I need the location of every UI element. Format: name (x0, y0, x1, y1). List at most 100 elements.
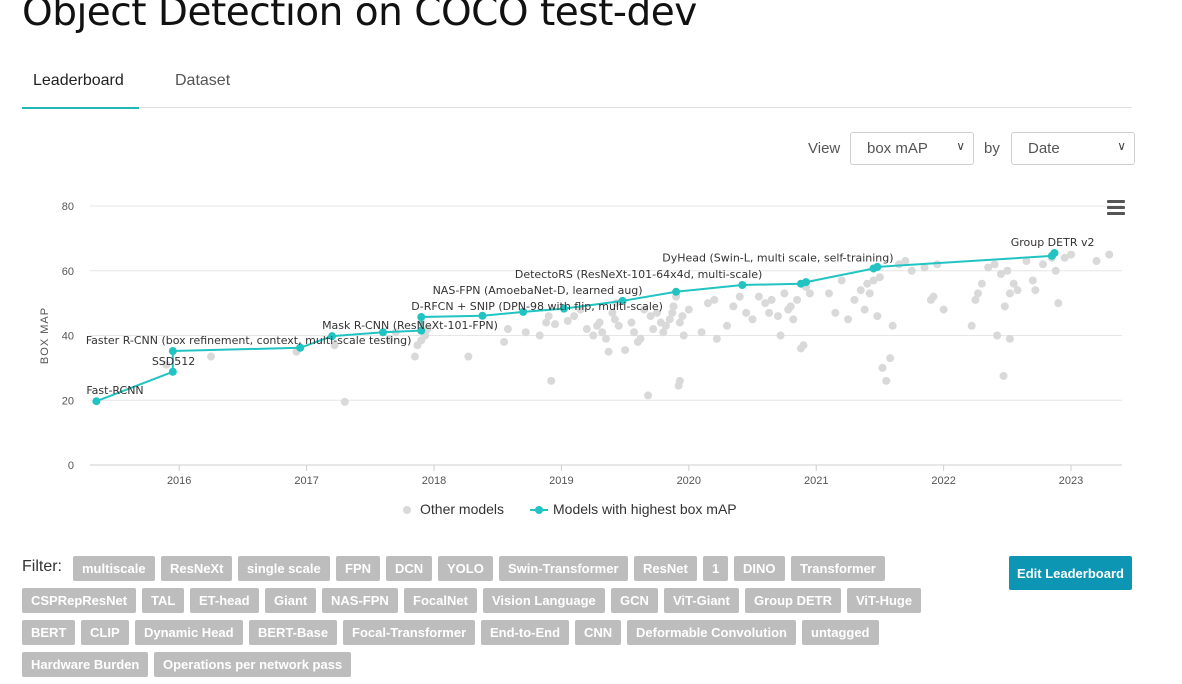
other-model-point (668, 308, 677, 317)
filter-tag[interactable]: ResNeXt (161, 556, 233, 581)
other-model-point (621, 346, 630, 355)
other-model-point (1039, 260, 1048, 269)
best-model-point (92, 397, 101, 406)
other-model-point (837, 276, 846, 285)
other-model-point (805, 289, 814, 298)
filter-tag[interactable]: Focal-Transformer (343, 620, 476, 645)
filter-tag[interactable]: ViT-Giant (664, 588, 739, 613)
filter-tag[interactable]: DCN (386, 556, 433, 581)
x-tick-label: 2016 (167, 475, 191, 487)
best-model-point (559, 304, 568, 313)
y-tick-label: 40 (62, 331, 74, 343)
other-model-point (659, 328, 668, 337)
other-model-point (614, 321, 623, 330)
best-model-point (738, 280, 747, 289)
tab-leaderboard[interactable]: Leaderboard (33, 72, 124, 89)
other-model-point (886, 354, 895, 363)
x-tick-label: 2020 (677, 475, 701, 487)
other-model-point (627, 318, 636, 327)
other-model-point (521, 328, 530, 337)
filter-tag[interactable]: Deformable Convolution (627, 620, 796, 645)
other-model-point (1005, 334, 1014, 343)
other-model-point (863, 279, 872, 288)
filter-tag[interactable]: multiscale (73, 556, 155, 581)
filter-tag[interactable]: ViT-Huge (847, 588, 922, 613)
filter-tag[interactable]: DINO (734, 556, 785, 581)
other-model-point (1067, 250, 1076, 259)
filter-tag[interactable]: Vision Language (483, 588, 605, 613)
other-model-point (1051, 266, 1060, 275)
point-annotation: Group DETR v2 (1011, 236, 1095, 249)
filter-tag[interactable]: Giant (265, 588, 317, 613)
other-model-point (875, 273, 884, 282)
other-model-point (774, 312, 782, 321)
filter-tag[interactable]: 1 (703, 556, 729, 581)
filter-tag[interactable]: YOLO (438, 556, 493, 581)
x-tick-label: 2017 (294, 475, 318, 487)
filter-tag[interactable]: FocalNet (404, 588, 477, 613)
other-model-point (990, 260, 999, 269)
other-model-point (869, 276, 878, 285)
best-model-point (873, 262, 882, 271)
filter-tag[interactable]: Dynamic Head (135, 620, 243, 645)
chevron-down-icon: ∨ (956, 139, 965, 153)
filter-tag[interactable]: GCN (611, 588, 658, 613)
filter-tag[interactable]: single scale (238, 556, 330, 581)
other-model-point (1022, 257, 1031, 266)
other-model-point (544, 312, 553, 321)
other-model-point (878, 363, 887, 372)
chart-menu-icon[interactable] (1107, 200, 1125, 215)
other-model-point (1000, 302, 1009, 311)
other-model-point (630, 328, 639, 337)
filter-tag[interactable]: FPN (336, 556, 380, 581)
filter-tag[interactable]: ET-head (190, 588, 259, 613)
other-model-point (748, 315, 757, 324)
filter-tag[interactable]: BERT-Base (249, 620, 338, 645)
other-model-point (999, 371, 1008, 380)
sort-select[interactable]: Date ∨ (1011, 132, 1135, 165)
other-model-point (974, 289, 983, 298)
other-model-point (678, 312, 687, 321)
best-model-point (802, 278, 811, 287)
other-model-point (776, 331, 785, 340)
filter-tag[interactable]: ResNet (634, 556, 697, 581)
other-model-point (929, 292, 938, 301)
filter-tag[interactable]: CLIP (81, 620, 129, 645)
other-model-point (865, 289, 874, 298)
filter-tag[interactable]: Hardware Burden (22, 652, 149, 677)
filter-tag[interactable]: NAS-FPN (322, 588, 398, 613)
filter-tag[interactable]: Group DETR (745, 588, 841, 613)
point-annotation: D-RFCN + SNIP (DPN-98 with flip, multi-s… (411, 300, 663, 313)
other-model-point (767, 295, 776, 304)
filter-tag[interactable]: CSPRepResNet (22, 588, 137, 613)
filter-label: Filter: (22, 558, 62, 575)
metric-select[interactable]: box mAP ∨ (850, 132, 974, 165)
point-annotation: Faster R-CNN (box refinement, context, m… (86, 334, 412, 347)
other-model-point (780, 289, 789, 298)
other-model-point (723, 321, 732, 330)
filter-tag[interactable]: CNN (575, 620, 622, 645)
x-tick-label: 2022 (931, 475, 955, 487)
edit-leaderboard-button[interactable]: Edit Leaderboard (1009, 556, 1132, 590)
filter-tag[interactable]: Operations per network pass (154, 652, 352, 677)
other-model-point (675, 318, 684, 327)
filter-tag[interactable]: untagged (802, 620, 879, 645)
other-model-point (882, 376, 891, 385)
filter-tag[interactable]: Swin-Transformer (499, 556, 628, 581)
filter-tag[interactable]: End-to-End (481, 620, 570, 645)
best-model-point (379, 328, 388, 337)
other-model-point (850, 295, 859, 304)
filter-tag[interactable]: Transformer (791, 556, 885, 581)
point-annotation: Fast-RCNN (86, 384, 143, 397)
other-model-point (901, 257, 910, 266)
other-model-point (831, 308, 840, 317)
tab-dataset[interactable]: Dataset (175, 72, 231, 89)
filter-tag[interactable]: BERT (22, 620, 76, 645)
other-model-point (582, 325, 591, 334)
other-model-point (856, 286, 865, 295)
other-model-point (1005, 289, 1014, 298)
other-model-point (729, 302, 738, 311)
other-model-point (977, 279, 986, 288)
filter-tag[interactable]: TAL (142, 588, 185, 613)
y-tick-label: 20 (62, 395, 74, 407)
